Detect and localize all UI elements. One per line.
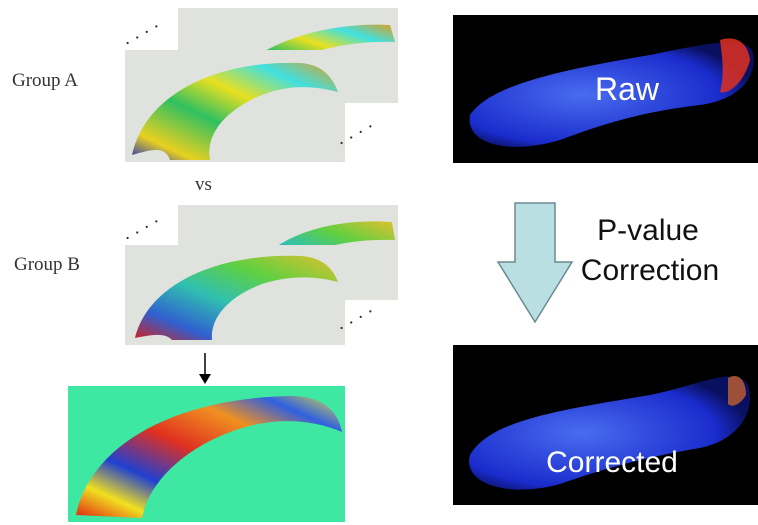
shape (469, 376, 750, 490)
group-a-label: Group A (12, 70, 78, 91)
arrow-head (199, 374, 211, 384)
correction-line1: P-value (597, 214, 699, 247)
dots: · · · · (120, 211, 165, 249)
correction-line2: Correction (581, 254, 719, 287)
group-b-label: Group B (14, 254, 80, 275)
shape (720, 38, 750, 93)
shape (135, 255, 338, 340)
shape (76, 396, 342, 518)
dots: · · · · (120, 16, 165, 54)
raw-label: Raw (595, 71, 660, 107)
group-a-panels: · · · · · · · · (120, 8, 398, 162)
vs-label: vs (195, 174, 212, 195)
shape (728, 375, 746, 406)
corrected-label: Corrected (546, 446, 678, 479)
correction-arrow (496, 202, 574, 324)
group-b-panels: · · · · · · · · (120, 205, 398, 345)
shape (132, 62, 338, 160)
shape (469, 42, 754, 147)
